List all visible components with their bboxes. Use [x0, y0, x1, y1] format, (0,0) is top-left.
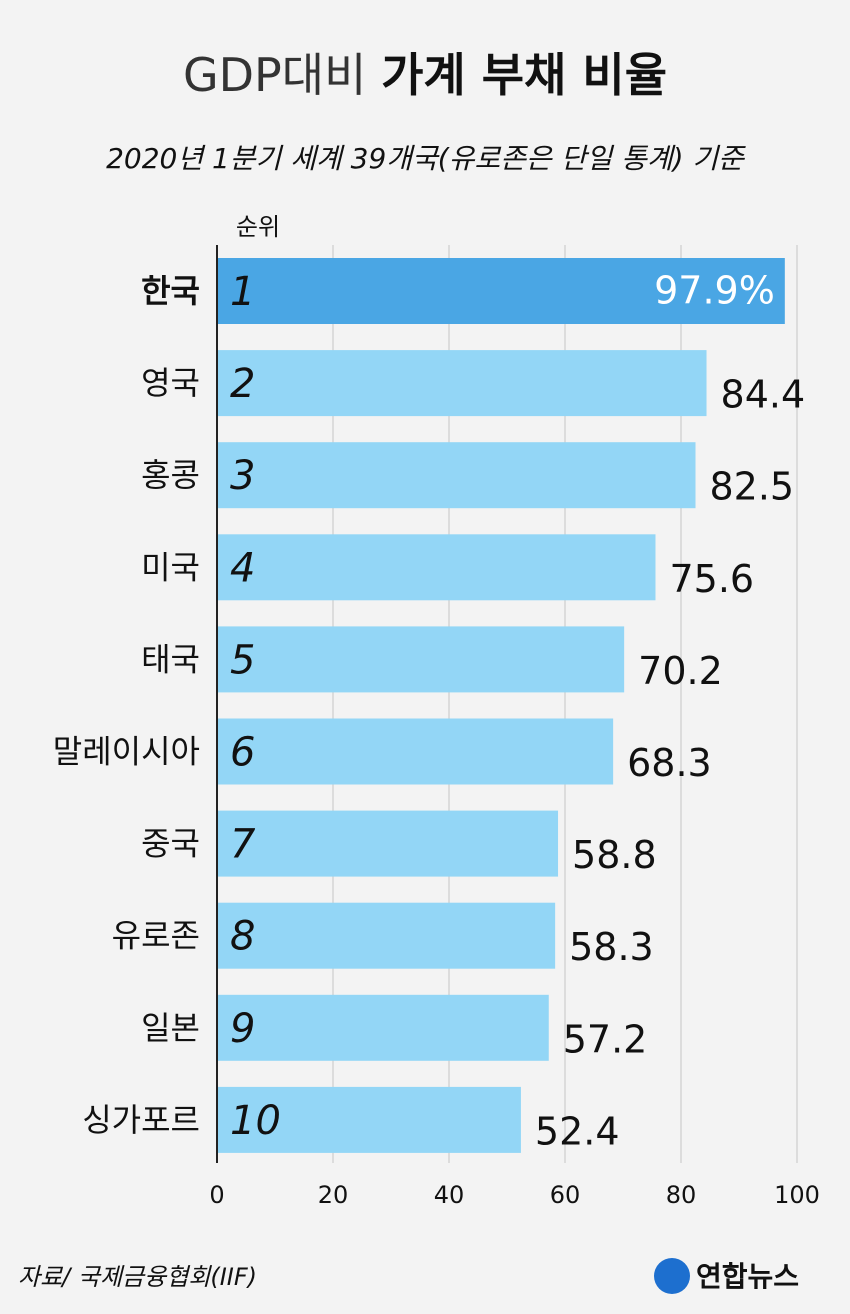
- category-label: 홍콩: [141, 456, 200, 494]
- bar: [217, 442, 696, 509]
- category-label: 중국: [141, 825, 200, 863]
- bar: [217, 902, 556, 969]
- category-label: 미국: [141, 548, 200, 586]
- rank-label: 7: [230, 822, 256, 868]
- rank-label: 6: [230, 730, 255, 776]
- subtitle: 2020년 1분기 세계 39개국(유로존은 단일 통계) 기준: [106, 142, 746, 175]
- value-label: 70.2: [638, 649, 723, 693]
- x-tick-label: 0: [209, 1181, 224, 1209]
- value-label: 75.6: [669, 557, 754, 601]
- bar: [217, 626, 625, 693]
- chart-title: GDP대비 가계 부채 비율: [183, 48, 667, 102]
- rank-label: 8: [230, 914, 255, 960]
- rank-label: 9: [230, 1006, 255, 1052]
- x-tick-label: 80: [666, 1181, 697, 1209]
- bar: [217, 258, 785, 324]
- x-tick-label: 20: [318, 1181, 349, 1209]
- category-label: 태국: [141, 640, 200, 678]
- category-label: 한국: [141, 272, 200, 310]
- value-label: 68.3: [627, 741, 712, 785]
- rank-label: 1: [230, 269, 255, 315]
- plot: 0 20 40 60 80 100 한국 1 97.9% 영국 2 84.4 홍콩 3 82.5 미국 4 75.…: [53, 245, 820, 1209]
- logo: 연합뉴스: [696, 1260, 799, 1293]
- value-label: 58.3: [569, 925, 654, 969]
- category-label: 영국: [141, 364, 200, 402]
- x-tick-label: 60: [550, 1181, 581, 1209]
- value-label: 82.5: [710, 465, 795, 509]
- rank-label: 4: [230, 545, 255, 591]
- title-lead: GDP대비: [183, 48, 366, 102]
- value-label: 84.4: [721, 373, 806, 417]
- value-label: 52.4: [535, 1109, 620, 1153]
- bar: [217, 1086, 521, 1153]
- value-label: 97.9%: [654, 269, 775, 313]
- rank-label: 10: [230, 1098, 281, 1144]
- bar: [217, 810, 559, 877]
- rank-label: 2: [230, 361, 255, 407]
- rank-label: 3: [230, 453, 255, 499]
- logo-mark: [654, 1258, 690, 1294]
- category-label: 싱가포르: [82, 1101, 200, 1139]
- x-tick-label: 100: [774, 1181, 820, 1209]
- x-tick-label: 40: [434, 1181, 465, 1209]
- bar: [217, 350, 707, 417]
- category-label: 일본: [141, 1009, 200, 1047]
- bar: [217, 994, 549, 1061]
- value-label: 57.2: [563, 1017, 648, 1061]
- source: 자료/ 국제금융협회(IIF): [18, 1263, 257, 1291]
- title-main: 가계 부채 비율: [381, 48, 667, 102]
- bar: [217, 534, 656, 601]
- category-label: 유로존: [112, 917, 200, 955]
- value-label: 58.8: [572, 833, 657, 877]
- category-label: 말레이시아: [53, 733, 200, 771]
- bar: [217, 718, 614, 785]
- rank-header: 순위: [236, 213, 280, 241]
- rank-label: 5: [230, 637, 255, 683]
